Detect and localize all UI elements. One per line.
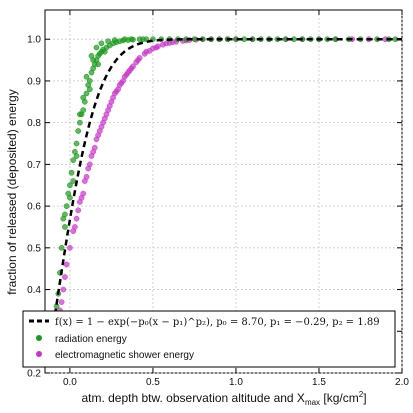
- radiation-point: [58, 244, 65, 251]
- radiation-point: [128, 36, 135, 43]
- em-point: [62, 274, 68, 280]
- fit-curve-layer: [53, 37, 402, 315]
- em-point: [75, 207, 82, 214]
- em-point: [72, 224, 78, 230]
- radiation-point: [80, 107, 87, 113]
- radiation-point: [70, 157, 77, 164]
- radiation-point: [73, 140, 80, 147]
- radiation-point: [86, 86, 93, 93]
- radiation-point: [95, 61, 101, 68]
- radiation-point: [70, 178, 77, 184]
- em-point: [108, 98, 115, 105]
- radiation-point: [98, 40, 105, 47]
- radiation-point: [86, 78, 93, 84]
- y-axis-label: fraction of released (deposited) energy: [5, 89, 19, 294]
- x-axis-label: atm. depth btw. observation altitude and…: [81, 390, 366, 407]
- y-tick-label: 0.2: [27, 369, 41, 380]
- radiation-point: [111, 37, 118, 43]
- em-point: [115, 86, 121, 93]
- radiation-point: [62, 211, 68, 218]
- radiation-point: [67, 194, 73, 201]
- em-point: [153, 44, 160, 51]
- em-point: [143, 48, 150, 55]
- y-tick-label: 0.4: [27, 285, 41, 296]
- y-tick-label: 0.7: [27, 160, 41, 171]
- em-point: [111, 90, 118, 97]
- legend-radiation-marker: [36, 335, 42, 341]
- x-tick-label: 2.0: [395, 377, 409, 388]
- grid-lines: [45, 10, 403, 374]
- radiation-point: [140, 36, 146, 43]
- legend: f(x) = 1 − exp(−p₀(x − p₁)^p₂), p₀ = 8.7…: [22, 310, 396, 368]
- em-point: [128, 65, 135, 72]
- legend-box: [22, 310, 396, 368]
- radiation-point: [77, 111, 83, 118]
- em-point: [63, 261, 70, 268]
- radiation-point: [88, 53, 95, 59]
- radiation-point: [83, 90, 90, 97]
- em-point: [135, 57, 141, 63]
- em-point: [91, 144, 98, 151]
- y-tick-label: 0.8: [27, 118, 41, 129]
- radiation-point: [77, 119, 83, 126]
- em-point: [60, 286, 67, 293]
- em-point: [98, 123, 105, 130]
- x-tick-label: 1.0: [229, 377, 243, 388]
- radiation-point: [73, 153, 80, 159]
- em-point: [121, 73, 128, 80]
- em-point: [88, 153, 95, 159]
- legend-radiation-label: radiation energy: [55, 334, 127, 345]
- radiation-point: [80, 94, 87, 101]
- y-tick-label: 0.6: [27, 202, 41, 213]
- y-tick-label: 0.9: [27, 76, 41, 87]
- em-point: [82, 178, 88, 184]
- radiation-point: [68, 169, 75, 176]
- em-point: [67, 244, 73, 251]
- radiation-point: [67, 182, 73, 189]
- radiation-point: [93, 44, 100, 51]
- em-point: [85, 165, 92, 172]
- em-point: [125, 69, 131, 76]
- em-point: [58, 299, 65, 305]
- radiation-point: [75, 128, 82, 134]
- em-point: [105, 107, 111, 113]
- em-point: [163, 40, 170, 47]
- em-point: [73, 215, 80, 222]
- legend-em-label: electromagnetic shower energy: [55, 350, 194, 361]
- x-tick-label: 1.5: [312, 377, 326, 388]
- legend-em-marker: [36, 351, 42, 357]
- y-tick-label: 1.0: [27, 35, 41, 46]
- data-points: [53, 36, 399, 322]
- radiation-point: [83, 73, 90, 80]
- em-point: [95, 132, 101, 139]
- em-point: [118, 80, 125, 86]
- y-tick-label: 0.5: [27, 243, 41, 254]
- radiation-point: [63, 203, 70, 209]
- em-point: [78, 194, 85, 201]
- em-point: [101, 115, 108, 122]
- radiation-point: [105, 38, 111, 45]
- legend-fit-label: f(x) = 1 − exp(−p₀(x − p₁)^p₂), p₀ = 8.7…: [55, 317, 380, 328]
- x-tick-label: 0.0: [63, 377, 77, 388]
- x-tick-label: 0.5: [146, 377, 160, 388]
- radiation-point: [101, 48, 108, 55]
- radiation-point: [121, 36, 128, 43]
- fit-curve: [53, 37, 402, 315]
- radiation-point: [62, 224, 68, 230]
